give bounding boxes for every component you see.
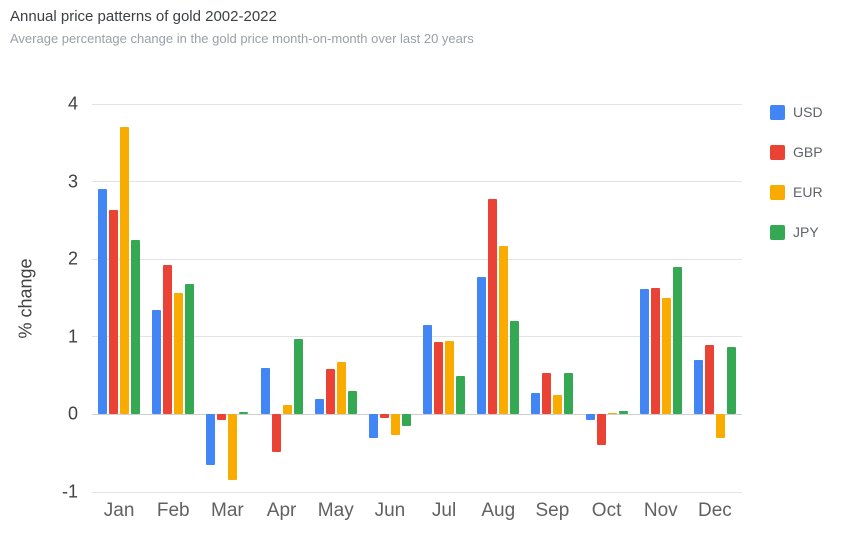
bar-jpy-nov: [672, 266, 682, 415]
gridline-y-1: [92, 336, 742, 338]
bar-usd-may: [314, 398, 324, 415]
bar-jpy-sep: [564, 373, 574, 415]
gridline-y-2: [92, 258, 742, 260]
legend-item-jpy: JPY: [770, 224, 819, 240]
bar-eur-feb: [174, 292, 184, 415]
bar-gbp-apr: [271, 414, 281, 452]
bar-jpy-mar: [239, 412, 249, 415]
x-tick-label-apr: Apr: [266, 500, 297, 521]
legend-label-gbp: GBP: [793, 144, 823, 160]
bar-jpy-jan: [131, 239, 141, 415]
gridline-y-0: [92, 413, 742, 415]
y-tick-label-2: 2: [67, 248, 78, 269]
bar-eur-dec: [715, 414, 725, 438]
x-tick-label-mar: Mar: [211, 500, 244, 521]
bar-usd-nov: [639, 288, 649, 415]
x-tick-label-jan: Jan: [103, 500, 135, 521]
x-tick-label-dec: Dec: [698, 500, 732, 521]
bar-gbp-dec: [704, 344, 714, 415]
bar-eur-aug: [499, 246, 509, 415]
bar-gbp-jun: [379, 414, 389, 419]
x-tick-label-oct: Oct: [591, 500, 622, 521]
legend-label-eur: EUR: [793, 184, 823, 200]
bar-usd-aug: [477, 277, 487, 415]
x-tick-label-may: May: [317, 500, 354, 521]
bar-eur-may: [336, 362, 346, 415]
chart-title: Annual price patterns of gold 2002-2022: [10, 8, 277, 25]
bar-jpy-jul: [456, 375, 466, 415]
bar-eur-nov: [661, 298, 671, 415]
bar-eur-oct: [607, 412, 617, 415]
bar-jpy-oct: [618, 410, 628, 415]
x-tick-label-aug: Aug: [481, 500, 516, 521]
bar-eur-jul: [445, 340, 455, 415]
bar-gbp-aug: [488, 198, 498, 415]
bar-jpy-may: [347, 391, 357, 415]
y-tick-label--1: -1: [61, 481, 78, 502]
gridline-y-3: [92, 181, 742, 183]
gridline-y-4: [92, 103, 742, 105]
bar-gbp-jul: [434, 342, 444, 415]
bar-eur-sep: [553, 395, 563, 415]
bar-gbp-jan: [109, 210, 119, 415]
y-tick-label-4: 4: [67, 93, 78, 114]
gridline-y--1: [92, 491, 742, 493]
bar-gbp-oct: [596, 414, 606, 446]
bar-gbp-feb: [163, 265, 173, 415]
bar-jpy-aug: [510, 321, 520, 415]
y-tick-label-1: 1: [67, 326, 78, 347]
x-axis-month-labels: Jan Feb Mar Apr May Jun Jul Aug Sep Oct Nov Dec: [92, 500, 742, 530]
chart-subtitle: Average percentage change in the gold pr…: [10, 31, 474, 46]
bar-jpy-jun: [401, 414, 411, 427]
x-tick-label-jul: Jul: [431, 500, 457, 521]
bar-jpy-feb: [185, 284, 195, 415]
bar-gbp-sep: [542, 373, 552, 415]
bar-eur-mar: [228, 414, 238, 481]
legend-swatch-eur: [770, 184, 785, 200]
legend-swatch-gbp: [770, 144, 785, 160]
bar-gbp-mar: [217, 414, 227, 420]
legend-swatch-jpy: [770, 224, 785, 240]
bar-jpy-dec: [726, 346, 736, 415]
x-tick-label-nov: Nov: [643, 500, 678, 521]
legend-item-usd: USD: [770, 104, 823, 120]
bar-eur-jan: [120, 127, 130, 415]
legend-label-usd: USD: [793, 104, 823, 120]
bar-usd-oct: [585, 414, 595, 420]
bar-eur-apr: [282, 405, 292, 415]
y-axis-tick-labels: 4 3 2 1 0 -1: [0, 94, 84, 502]
bar-usd-feb: [152, 309, 162, 415]
bar-usd-sep: [531, 392, 541, 415]
x-tick-label-feb: Feb: [156, 500, 190, 521]
bar-gbp-nov: [650, 287, 660, 415]
bar-jpy-apr: [293, 339, 303, 415]
bar-usd-jul: [423, 325, 433, 415]
legend-label-jpy: JPY: [793, 224, 819, 240]
bar-usd-apr: [260, 367, 270, 415]
bar-chart-plot-area: [92, 103, 742, 493]
legend-item-eur: EUR: [770, 184, 823, 200]
bar-usd-jan: [98, 189, 108, 415]
y-tick-label-0: 0: [67, 403, 78, 424]
legend-swatch-usd: [770, 104, 785, 120]
y-tick-label-3: 3: [67, 171, 78, 192]
bar-usd-dec: [693, 360, 703, 415]
x-tick-label-jun: Jun: [374, 500, 406, 521]
bar-gbp-may: [325, 369, 335, 415]
bar-usd-mar: [206, 414, 216, 465]
x-tick-label-sep: Sep: [535, 500, 570, 521]
bar-eur-jun: [390, 414, 400, 436]
legend-item-gbp: GBP: [770, 144, 823, 160]
bar-usd-jun: [368, 414, 378, 438]
